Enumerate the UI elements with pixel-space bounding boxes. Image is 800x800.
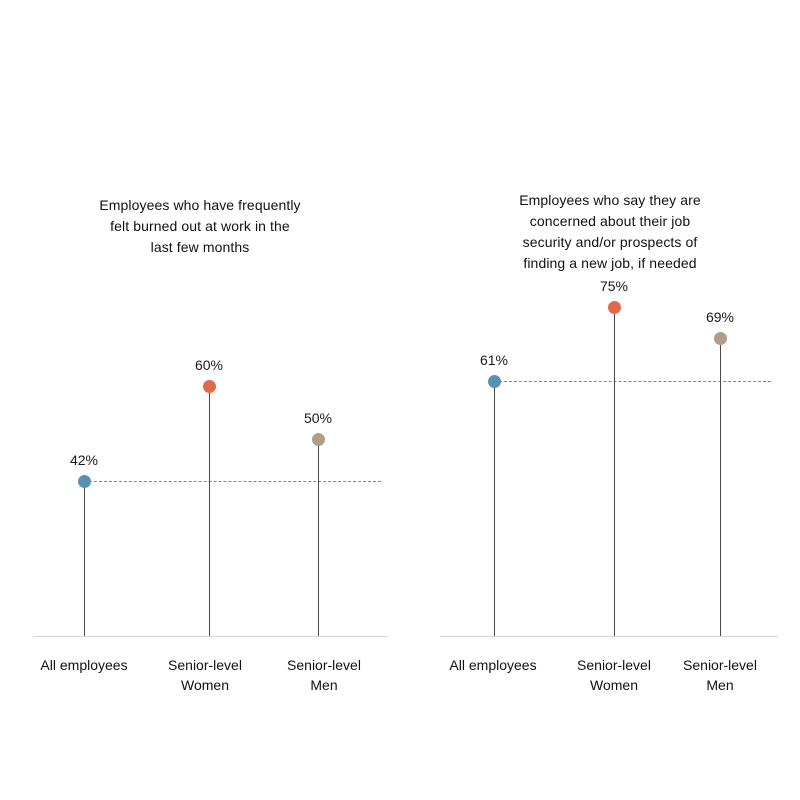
category-line: Senior-level	[168, 657, 242, 673]
title-line: security and/or prospects of	[522, 234, 698, 250]
x-axis-baseline	[33, 636, 388, 637]
category-line: All employees	[40, 657, 128, 673]
x-axis-baseline	[440, 636, 778, 637]
stem	[84, 481, 85, 636]
category-label-senior-women: Senior-level Women	[554, 655, 674, 695]
value-label: 42%	[69, 452, 99, 468]
category-label-senior-men: Senior-level Men	[660, 655, 780, 695]
chart-title: Employees who say they are concerned abo…	[470, 190, 750, 274]
title-line: last few months	[150, 239, 250, 255]
value-label: 60%	[194, 357, 224, 373]
data-point	[714, 332, 727, 345]
title-line: concerned about their job	[529, 213, 691, 229]
title-line: finding a new job, if needed	[523, 255, 697, 271]
data-point	[78, 475, 91, 488]
reference-line	[494, 381, 771, 382]
category-line: All employees	[449, 657, 537, 673]
stem	[209, 386, 210, 636]
stem	[614, 307, 615, 636]
category-line: Senior-level	[287, 657, 361, 673]
stem	[318, 439, 319, 636]
category-label-all-employees: All employees	[24, 655, 144, 675]
value-label: 75%	[599, 278, 629, 294]
data-point	[608, 301, 621, 314]
category-line: Senior-level	[683, 657, 757, 673]
chart-title: Employees who have frequently felt burne…	[60, 195, 340, 258]
title-line: Employees who have frequently	[99, 197, 301, 213]
value-label: 61%	[479, 352, 509, 368]
chart-burnout: Employees who have frequently felt burne…	[24, 195, 388, 695]
data-point	[312, 433, 325, 446]
value-label: 69%	[705, 309, 735, 325]
title-line: felt burned out at work in the	[110, 218, 290, 234]
category-line: Men	[706, 677, 734, 693]
category-label-senior-men: Senior-level Men	[264, 655, 384, 695]
reference-line	[84, 481, 381, 482]
category-line: Women	[590, 677, 638, 693]
title-line: Employees who say they are	[519, 192, 701, 208]
data-point	[203, 380, 216, 393]
category-label-senior-women: Senior-level Women	[145, 655, 265, 695]
value-label: 50%	[303, 410, 333, 426]
category-line: Women	[181, 677, 229, 693]
category-label-all-employees: All employees	[433, 655, 553, 675]
category-line: Men	[310, 677, 338, 693]
category-line: Senior-level	[577, 657, 651, 673]
stem	[720, 338, 721, 636]
data-point	[488, 375, 501, 388]
stem	[494, 381, 495, 636]
